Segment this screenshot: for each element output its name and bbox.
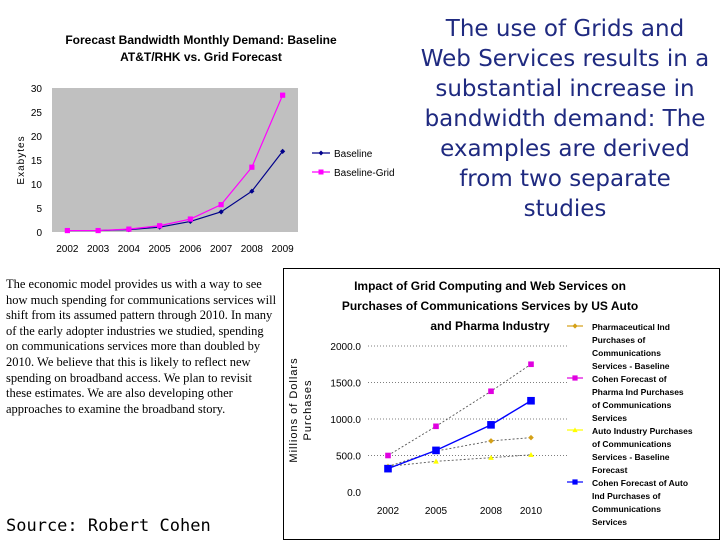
chart1-data-point bbox=[95, 227, 101, 234]
chart2-x-tick-label: 2005 bbox=[425, 506, 448, 517]
chart1-data-point bbox=[280, 92, 286, 98]
chart2-data-point bbox=[488, 388, 494, 395]
chart2-legend-label-line: Cohen Forecast of Auto bbox=[592, 478, 688, 488]
chart1-y-tick-label: 30 bbox=[31, 84, 43, 95]
economic-model-paragraph: The economic model provides us with a wa… bbox=[6, 277, 277, 416]
chart2-data-point bbox=[528, 451, 534, 458]
chart1-x-tick-label: 2009 bbox=[272, 244, 295, 255]
chart2-y-tick-label: 1000.0 bbox=[330, 415, 361, 426]
chart2-data-point bbox=[527, 396, 535, 405]
chart2-legend-label-line: Ind Purchases of bbox=[592, 491, 661, 501]
chart1-legend-marker bbox=[318, 169, 324, 175]
source-credit: Source: Robert Cohen bbox=[6, 516, 211, 536]
chart2-y-tick-label: 2000.0 bbox=[330, 342, 361, 353]
chart2-y-axis-label-line: Millions of Dollars bbox=[288, 357, 300, 462]
chart2-data-point bbox=[385, 452, 391, 459]
chart1-legend-marker bbox=[318, 150, 324, 156]
chart1-data-point bbox=[249, 164, 255, 170]
chart2-data-point bbox=[488, 454, 494, 460]
chart2-x-tick-label: 2008 bbox=[480, 506, 503, 517]
chart2-legend-box bbox=[570, 317, 717, 531]
chart1-y-tick-label: 15 bbox=[31, 156, 43, 167]
chart1-title-line: AT&T/RHK vs. Grid Forecast bbox=[120, 50, 282, 64]
chart2-data-point bbox=[384, 464, 392, 473]
bandwidth-demand-chart: Forecast Bandwidth Monthly Demand: Basel… bbox=[16, 22, 400, 256]
chart2-legend-label-line: Purchases of bbox=[592, 335, 646, 345]
chart1-x-tick-label: 2008 bbox=[241, 244, 264, 255]
chart2-data-point bbox=[432, 446, 440, 455]
chart2-data-point bbox=[488, 438, 494, 444]
chart1-legend-label: Baseline-Grid bbox=[334, 168, 395, 179]
chart1-data-point bbox=[157, 223, 163, 229]
chart1-y-axis-label: Exabytes bbox=[16, 135, 27, 184]
chart2-y-tick-label: 1500.0 bbox=[330, 379, 361, 390]
chart1-title-line: Forecast Bandwidth Monthly Demand: Basel… bbox=[65, 33, 337, 47]
chart1-data-point bbox=[187, 216, 193, 222]
chart1-data-point bbox=[218, 209, 224, 215]
chart1-x-tick-label: 2004 bbox=[118, 244, 141, 255]
chart2-legend-label-line: Services - Baseline bbox=[592, 452, 670, 462]
chart2-legend-label-line: Services bbox=[592, 517, 627, 527]
chart1-x-tick-label: 2006 bbox=[179, 244, 202, 255]
chart2-legend-label-line: Pharma Ind Purchases bbox=[592, 387, 684, 397]
grid-impact-chart: Impact of Grid Computing and Web Service… bbox=[283, 268, 720, 540]
chart1-legend-label: Baseline bbox=[334, 149, 373, 160]
chart2-series-line bbox=[387, 400, 532, 470]
chart1-y-tick-label: 0 bbox=[36, 228, 42, 239]
chart2-title-line: Impact of Grid Computing and Web Service… bbox=[354, 279, 626, 293]
chart1-data-point bbox=[249, 188, 255, 194]
chart1-x-tick-label: 2002 bbox=[56, 244, 79, 255]
chart2-data-point bbox=[528, 361, 534, 368]
chart2-y-tick-label: 0.0 bbox=[347, 488, 361, 499]
chart1-y-tick-label: 10 bbox=[31, 180, 43, 191]
chart1-data-point bbox=[218, 202, 224, 208]
chart1-series-line bbox=[67, 94, 284, 232]
chart2-legend-label-line: Services - Baseline bbox=[592, 361, 670, 371]
chart2-legend-marker bbox=[572, 323, 578, 329]
chart2-legend-label-line: Cohen Forecast of bbox=[592, 374, 667, 384]
chart2-legend-label-line: of Communications bbox=[592, 400, 672, 410]
chart2-title-line: and Pharma Industry bbox=[430, 319, 550, 333]
chart1-plot-area bbox=[52, 88, 298, 232]
chart1-x-tick-label: 2005 bbox=[149, 244, 172, 255]
chart1-x-tick-label: 2007 bbox=[210, 244, 233, 255]
chart2-series-line bbox=[387, 363, 532, 456]
chart2-legend-marker bbox=[572, 479, 578, 485]
chart1-data-point bbox=[280, 148, 286, 154]
chart1-y-tick-label: 25 bbox=[31, 108, 43, 119]
chart2-legend-label-line: Communications bbox=[592, 504, 661, 514]
chart1-data-point bbox=[64, 227, 70, 234]
chart2-data-point bbox=[487, 421, 495, 429]
chart1-y-tick-label: 20 bbox=[31, 132, 43, 143]
chart2-data-point bbox=[433, 458, 439, 464]
chart2-title-line: Purchases of Communications Services by … bbox=[342, 299, 638, 313]
chart2-data-point bbox=[433, 423, 439, 430]
chart2-x-tick-label: 2010 bbox=[520, 506, 543, 517]
chart1-y-tick-label: 5 bbox=[36, 204, 42, 215]
chart2-legend-marker bbox=[572, 375, 578, 381]
chart2-legend-label-line: Services bbox=[592, 413, 627, 423]
chart1-x-tick-label: 2003 bbox=[87, 244, 110, 255]
chart2-legend-label-line: Pharmaceutical Ind bbox=[592, 322, 670, 332]
chart2-y-tick-label: 500.0 bbox=[336, 452, 361, 463]
chart2-legend-label-line: Auto Industry Purchases bbox=[592, 426, 693, 436]
chart1-data-point bbox=[126, 226, 132, 232]
chart2-legend-marker bbox=[572, 427, 578, 433]
chart2-legend-label-line: of Communications bbox=[592, 439, 672, 449]
chart2-legend-label-line: Forecast bbox=[592, 465, 628, 475]
slide-headline: The use of Grids and Web Services result… bbox=[420, 16, 710, 222]
chart2-x-tick-label: 2002 bbox=[377, 506, 400, 517]
chart2-legend-label-line: Communications bbox=[592, 348, 661, 358]
chart2-y-axis-label-line: Purchases bbox=[302, 380, 314, 441]
chart2-series-line bbox=[387, 454, 532, 467]
